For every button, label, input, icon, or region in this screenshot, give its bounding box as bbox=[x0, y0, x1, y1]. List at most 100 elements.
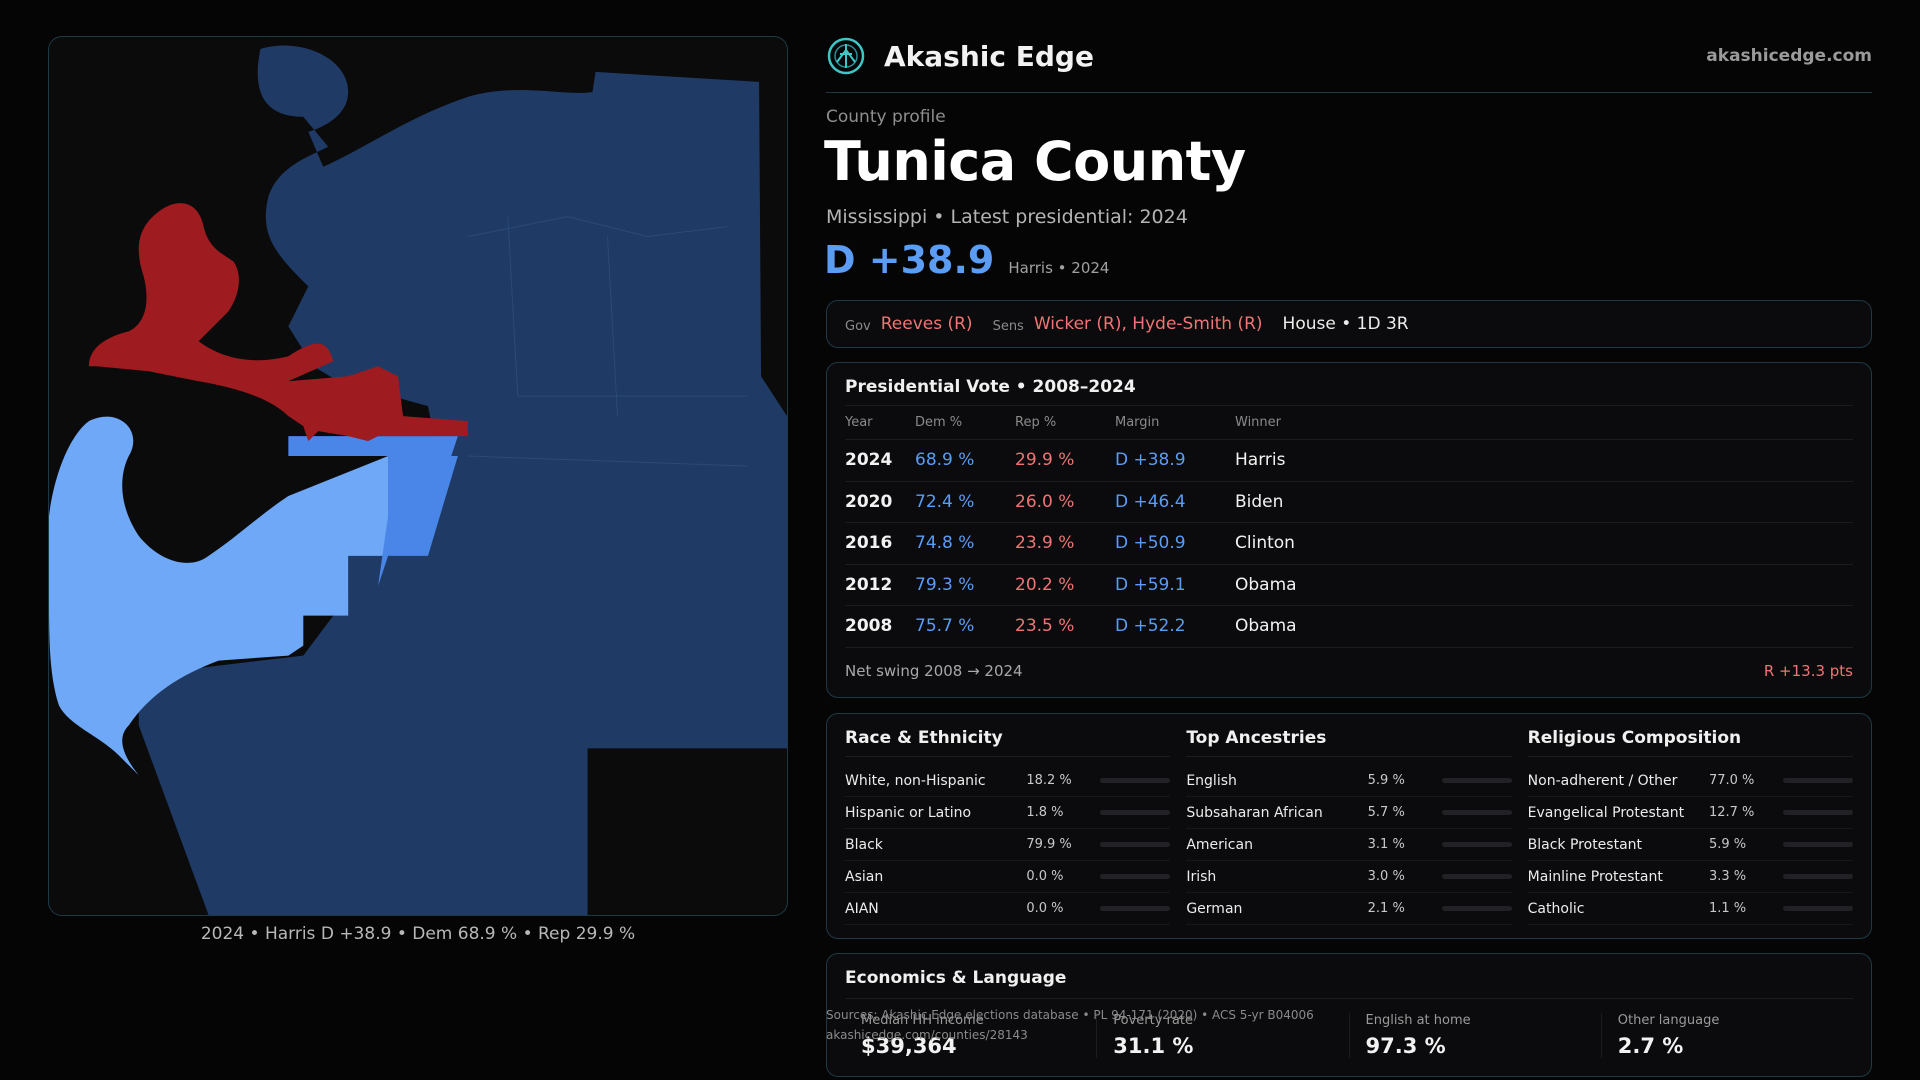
item-bar bbox=[1441, 842, 1512, 847]
page-title: Tunica County bbox=[824, 130, 1246, 193]
row-margin: D +50.9 bbox=[1115, 522, 1235, 565]
precinct-dem-dark[interactable] bbox=[138, 45, 787, 915]
row-margin: D +52.2 bbox=[1115, 605, 1235, 648]
item-value: 18.2 % bbox=[1026, 773, 1072, 788]
headline-margin: D +38.9 Harris • 2024 bbox=[824, 238, 1109, 282]
stat-value: 97.3 % bbox=[1365, 1034, 1446, 1058]
presidential-vote-card: Presidential Vote • 2008–2024 Year Dem %… bbox=[826, 362, 1872, 698]
margin-value: D +38.9 bbox=[824, 238, 995, 282]
page-subtitle: Mississippi • Latest presidential: 2024 bbox=[826, 206, 1188, 228]
row-dem: 74.8 % bbox=[915, 522, 1015, 565]
item-value: 5.9 % bbox=[1367, 773, 1405, 788]
stat-value: 2.7 % bbox=[1617, 1034, 1684, 1058]
item-value: 3.1 % bbox=[1367, 837, 1405, 852]
row-year: 2012 bbox=[845, 564, 915, 606]
precinct-dem-mid[interactable] bbox=[288, 436, 458, 586]
county-map[interactable] bbox=[48, 36, 788, 916]
brand-name: Akashic Edge bbox=[884, 39, 1094, 73]
brand[interactable]: Akashic Edge bbox=[826, 36, 1094, 76]
item-bar bbox=[1782, 842, 1853, 847]
site-url-link[interactable]: akashicedge.com bbox=[1706, 46, 1872, 66]
item-value: 5.7 % bbox=[1367, 805, 1405, 820]
col-margin: Margin bbox=[1115, 405, 1235, 440]
list-item: Evangelical Protestant 12.7 % bbox=[1527, 797, 1853, 829]
list-item: Asian 0.0 % bbox=[845, 861, 1171, 893]
senators-names: Wicker (R), Hyde-Smith (R) bbox=[1033, 314, 1263, 334]
stat-other-language: Other language 2.7 % bbox=[1600, 1013, 1853, 1058]
row-dem: 68.9 % bbox=[915, 439, 1015, 482]
item-bar bbox=[1441, 810, 1512, 815]
table-row[interactable]: 2016 74.8 % 23.9 % D +50.9 Clinton bbox=[845, 522, 1853, 565]
item-bar bbox=[1441, 906, 1512, 911]
list-item: Subsaharan African 5.7 % bbox=[1186, 797, 1512, 829]
item-label: Evangelical Protestant bbox=[1527, 804, 1685, 821]
item-value: 0.0 % bbox=[1026, 869, 1064, 884]
stat-label: Median HH income bbox=[861, 1013, 984, 1028]
item-label: Non-adherent / Other bbox=[1527, 772, 1678, 789]
item-value: 1.8 % bbox=[1026, 805, 1064, 820]
row-winner: Obama bbox=[1235, 605, 1853, 648]
economics-card: Economics & Language Median HH income $3… bbox=[826, 953, 1872, 1077]
item-label: Hispanic or Latino bbox=[845, 804, 972, 821]
item-value: 3.3 % bbox=[1708, 869, 1747, 884]
item-bar bbox=[1100, 810, 1171, 815]
list-item: Hispanic or Latino 1.8 % bbox=[845, 797, 1171, 829]
row-dem: 75.7 % bbox=[915, 605, 1015, 648]
map-caption: 2024 • Harris D +38.9 • Dem 68.9 % • Rep… bbox=[200, 924, 636, 944]
stat-label: English at home bbox=[1365, 1013, 1471, 1028]
list-item: Catholic 1.1 % bbox=[1527, 893, 1853, 925]
item-label: White, non-Hispanic bbox=[845, 772, 986, 789]
item-value: 79.9 % bbox=[1026, 837, 1072, 852]
net-swing-label: Net swing 2008 → 2024 bbox=[845, 661, 1023, 680]
col-rep: Rep % bbox=[1015, 405, 1115, 440]
item-label: Mainline Protestant bbox=[1527, 868, 1663, 885]
row-dem: 72.4 % bbox=[915, 481, 1015, 523]
row-rep: 20.2 % bbox=[1015, 564, 1115, 606]
stat-value: $39,364 bbox=[861, 1034, 957, 1058]
item-label: Subsaharan African bbox=[1186, 804, 1323, 821]
item-bar bbox=[1782, 778, 1853, 783]
item-label: English bbox=[1186, 772, 1237, 789]
ancestry-column: Top Ancestries English 5.9 % Subsaharan A… bbox=[1186, 728, 1512, 925]
item-bar bbox=[1782, 810, 1853, 815]
governor-name: Reeves (R) bbox=[880, 314, 973, 334]
item-value: 2.1 % bbox=[1367, 901, 1405, 916]
row-margin: D +46.4 bbox=[1115, 481, 1235, 523]
table-row[interactable]: 2020 72.4 % 26.0 % D +46.4 Biden bbox=[845, 481, 1853, 523]
precinct-dem-light[interactable] bbox=[49, 416, 389, 776]
margin-note: Harris • 2024 bbox=[1008, 259, 1110, 277]
row-winner: Clinton bbox=[1235, 522, 1853, 565]
stat-label: Poverty rate bbox=[1113, 1013, 1193, 1028]
row-margin: D +38.9 bbox=[1115, 439, 1235, 482]
item-label: Irish bbox=[1186, 868, 1217, 885]
list-item: Irish 3.0 % bbox=[1186, 861, 1512, 893]
item-value: 12.7 % bbox=[1708, 805, 1755, 820]
item-bar bbox=[1100, 906, 1171, 911]
item-label: Black bbox=[845, 836, 883, 853]
item-value: 0.0 % bbox=[1026, 901, 1064, 916]
item-value: 3.0 % bbox=[1367, 869, 1405, 884]
item-label: American bbox=[1186, 836, 1253, 853]
row-year: 2024 bbox=[845, 439, 915, 482]
precinct-rep[interactable] bbox=[88, 203, 468, 442]
list-item: Non-adherent / Other 77.0 % bbox=[1527, 765, 1853, 797]
list-item: American 3.1 % bbox=[1186, 829, 1512, 861]
table-row[interactable]: 2008 75.7 % 23.5 % D +52.2 Obama bbox=[845, 605, 1853, 648]
precinct-map-svg bbox=[49, 45, 787, 915]
stat-value: 31.1 % bbox=[1113, 1034, 1194, 1058]
page-kicker: County profile bbox=[826, 107, 946, 127]
table-row[interactable]: 2024 68.9 % 29.9 % D +38.9 Harris bbox=[845, 439, 1853, 482]
item-label: Black Protestant bbox=[1527, 836, 1643, 853]
list-item: English 5.9 % bbox=[1186, 765, 1512, 797]
source-url-link[interactable]: akashicedge.com/counties/28143 bbox=[826, 1028, 1028, 1042]
religion-title: Religious Composition bbox=[1527, 728, 1853, 757]
item-label: AIAN bbox=[845, 900, 879, 917]
row-rep: 26.0 % bbox=[1015, 481, 1115, 523]
stat-english-home: English at home 97.3 % bbox=[1348, 1013, 1601, 1058]
item-bar bbox=[1782, 906, 1853, 911]
table-row[interactable]: 2012 79.3 % 20.2 % D +59.1 Obama bbox=[845, 564, 1853, 606]
sources-footnote: Sources: Akashic Edge elections database… bbox=[826, 1005, 1314, 1045]
sens-label: Sens bbox=[992, 318, 1024, 334]
item-bar bbox=[1441, 874, 1512, 879]
item-bar bbox=[1441, 778, 1512, 783]
